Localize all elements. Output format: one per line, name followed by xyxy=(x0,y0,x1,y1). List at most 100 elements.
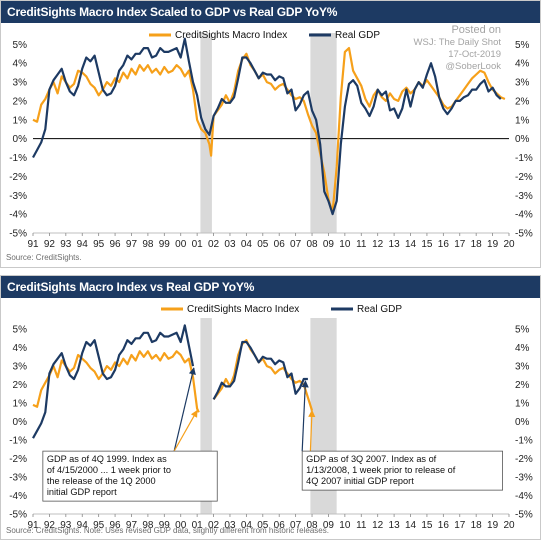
x-tick-label: 01 xyxy=(192,520,204,531)
x-tick-label: 95 xyxy=(93,239,105,250)
annotation-arrow xyxy=(301,380,309,452)
x-tick-label: 99 xyxy=(159,520,171,531)
x-tick-label: 12 xyxy=(372,520,384,531)
chart-panel-bottom: CreditSights Macro Index vs Real GDP YoY… xyxy=(0,275,541,540)
annotation-text: initial GDP report xyxy=(47,487,117,497)
y-tick-label-right: 3% xyxy=(515,362,530,373)
chart-title-bottom: CreditSights Macro Index vs Real GDP YoY… xyxy=(1,276,540,298)
x-tick-label: 18 xyxy=(471,239,483,250)
legend-label: CreditSights Macro Index xyxy=(187,304,299,315)
x-tick-label: 08 xyxy=(306,520,318,531)
y-tick-label-left: -1% xyxy=(9,153,27,164)
x-tick-label: 13 xyxy=(389,520,401,531)
x-tick-label: 03 xyxy=(224,520,236,531)
y-tick-label-right: 2% xyxy=(515,380,530,391)
x-tick-label: 10 xyxy=(339,239,351,250)
legend-label: Real GDP xyxy=(357,304,402,315)
x-tick-label: 05 xyxy=(257,239,269,250)
x-tick-label: 18 xyxy=(471,520,483,531)
y-tick-label-right: -1% xyxy=(515,153,533,164)
x-tick-label: 06 xyxy=(274,520,286,531)
y-tick-label-right: 4% xyxy=(515,59,530,70)
x-tick-label: 04 xyxy=(241,239,253,250)
legend-label: Real GDP xyxy=(335,30,380,41)
x-tick-label: 92 xyxy=(44,239,56,250)
x-tick-label: 14 xyxy=(405,520,417,531)
x-tick-label: 20 xyxy=(503,520,515,531)
annotation-arrow xyxy=(173,367,196,452)
y-tick-label-right: -2% xyxy=(515,172,533,183)
y-tick-label-left: -3% xyxy=(9,191,27,202)
y-tick-label-left: 0% xyxy=(13,417,28,428)
x-tick-label: 09 xyxy=(323,239,335,250)
y-tick-label-right: -5% xyxy=(515,229,533,240)
x-tick-label: 04 xyxy=(241,520,253,531)
chart-title-top: CreditSights Macro Index Scaled to GDP v… xyxy=(1,1,540,23)
x-tick-label: 06 xyxy=(274,239,286,250)
y-tick-label-right: 1% xyxy=(515,115,530,126)
y-tick-label-right: -4% xyxy=(515,491,533,502)
y-tick-label-left: 2% xyxy=(13,380,28,391)
y-tick-label-right: 1% xyxy=(515,399,530,410)
annotation-text: GDP as of 4Q 1999. Index as xyxy=(47,454,167,464)
recession-shade xyxy=(200,318,212,514)
x-tick-label: 02 xyxy=(208,239,220,250)
x-tick-label: 92 xyxy=(44,520,56,531)
x-tick-label: 97 xyxy=(126,239,138,250)
x-tick-label: 00 xyxy=(175,239,187,250)
y-tick-label-right: 5% xyxy=(515,325,530,336)
series-line xyxy=(32,324,195,439)
y-tick-label-left: -4% xyxy=(9,491,27,502)
chart-panel-top: CreditSights Macro Index Scaled to GDP v… xyxy=(0,0,541,268)
x-tick-label: 96 xyxy=(110,520,122,531)
x-tick-label: 11 xyxy=(356,520,367,531)
y-tick-label-left: 4% xyxy=(13,59,28,70)
x-tick-label: 98 xyxy=(142,520,154,531)
y-tick-label-right: -4% xyxy=(515,210,533,221)
x-tick-label: 03 xyxy=(224,239,236,250)
x-tick-label: 13 xyxy=(389,239,401,250)
x-tick-label: 07 xyxy=(290,239,302,250)
x-tick-label: 96 xyxy=(110,239,122,250)
x-tick-label: 11 xyxy=(356,239,367,250)
source-note-top: Source: CreditSights. xyxy=(6,253,82,262)
x-tick-label: 05 xyxy=(257,520,269,531)
x-tick-label: 20 xyxy=(503,239,515,250)
y-tick-label-right: 0% xyxy=(515,417,530,428)
watermark-date: 17-Oct-2019 xyxy=(448,49,501,60)
x-tick-label: 19 xyxy=(487,239,499,250)
y-tick-label-left: 5% xyxy=(13,325,28,336)
y-tick-label-right: 4% xyxy=(515,343,530,354)
x-tick-label: 97 xyxy=(126,520,138,531)
x-tick-label: 94 xyxy=(77,239,89,250)
y-tick-label-right: 2% xyxy=(515,96,530,107)
y-tick-label-left: -5% xyxy=(9,510,27,521)
source-note-bottom: Source: CreditSights. Note: Uses revised… xyxy=(6,526,329,535)
x-tick-label: 15 xyxy=(421,239,433,250)
y-tick-label-left: 1% xyxy=(13,115,28,126)
annotation-text: of 4/15/2000 ... 1 week prior to xyxy=(47,465,171,475)
annotation-text: 4Q 2007 initial GDP report xyxy=(306,476,414,486)
annotation-text: GDP as of 3Q 2007. Index as of xyxy=(306,454,437,464)
series-line xyxy=(32,350,200,413)
x-tick-label: 16 xyxy=(438,520,450,531)
watermark-posted-on: Posted on xyxy=(451,24,501,36)
watermark-handle: @SoberLook xyxy=(445,61,501,72)
y-tick-label-left: 3% xyxy=(13,78,28,89)
x-tick-label: 17 xyxy=(454,520,466,531)
y-tick-label-right: 5% xyxy=(515,40,530,51)
y-tick-label-left: 5% xyxy=(13,40,28,51)
y-tick-label-left: 2% xyxy=(13,96,28,107)
annotation-box xyxy=(42,450,218,502)
y-tick-label-left: 1% xyxy=(13,399,28,410)
x-tick-label: 16 xyxy=(438,239,450,250)
annotation-arrow xyxy=(308,409,316,452)
x-tick-label: 93 xyxy=(60,520,72,531)
y-tick-label-left: -1% xyxy=(9,436,27,447)
line-chart-top: 5% 5% 4% 4% 3% 3% 2% 2% 1% 1% 0% 0% -1% -1% -2% -2% -3% -… xyxy=(9,24,533,250)
y-tick-label-right: -2% xyxy=(515,454,533,465)
x-tick-label: 98 xyxy=(142,239,154,250)
x-tick-label: 91 xyxy=(27,520,39,531)
y-tick-label-left: -2% xyxy=(9,172,27,183)
x-tick-label: 19 xyxy=(487,520,499,531)
